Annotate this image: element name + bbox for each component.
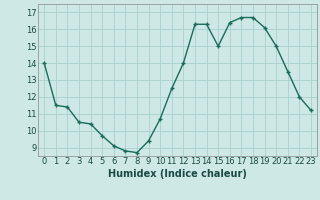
X-axis label: Humidex (Indice chaleur): Humidex (Indice chaleur) [108,169,247,179]
